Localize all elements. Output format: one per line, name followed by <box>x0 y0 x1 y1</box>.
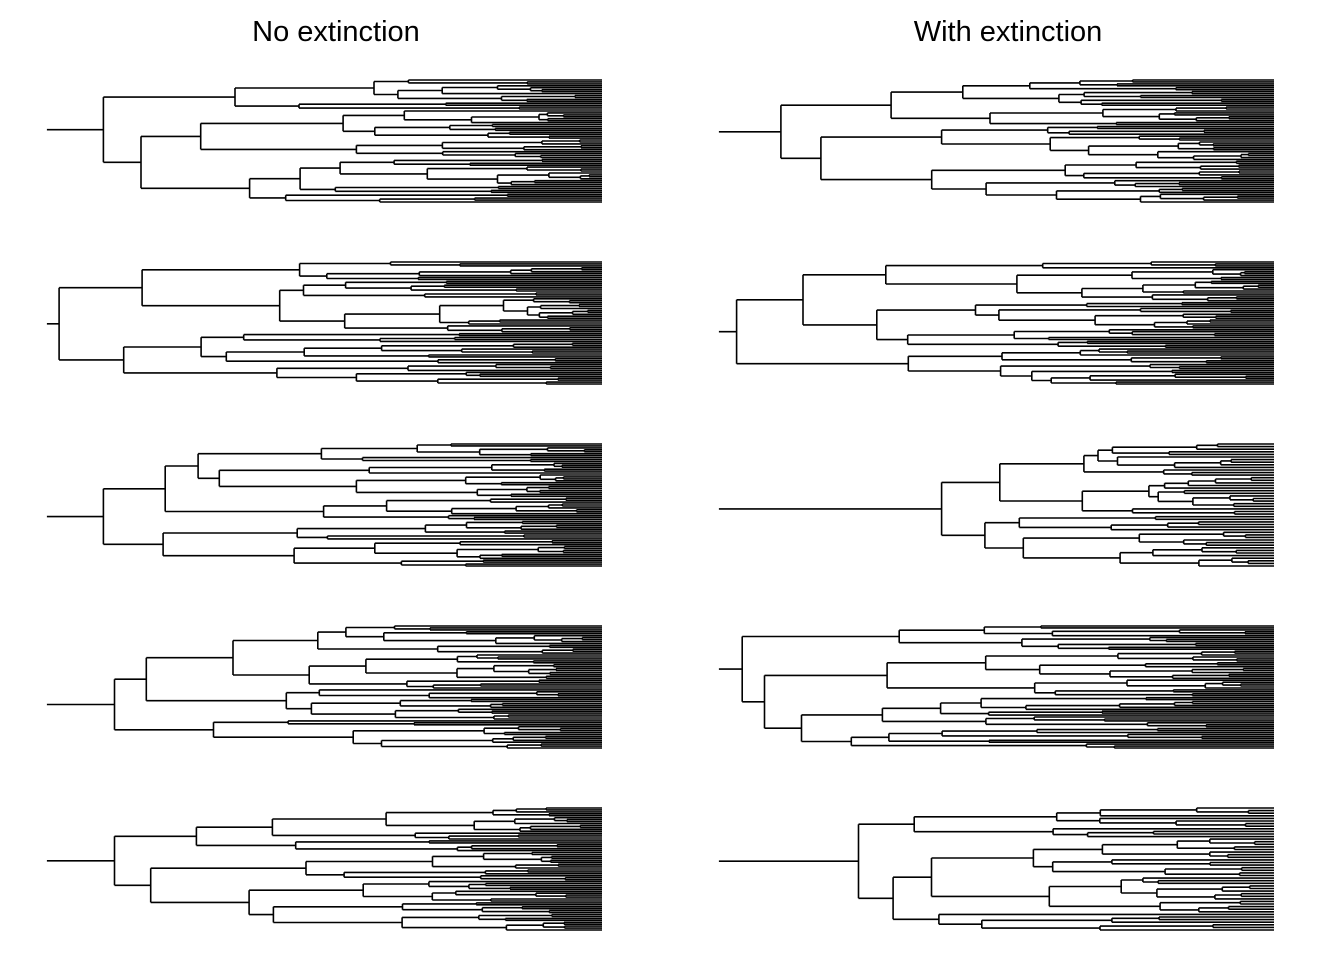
tree-no-extinction-row-5 <box>46 807 602 931</box>
tree-no-extinction-row-3-branches <box>46 443 602 567</box>
tree-no-extinction-row-5-branches <box>46 807 602 931</box>
tree-with-extinction-row-1-branches <box>718 79 1274 203</box>
tree-with-extinction-row-4 <box>718 625 1274 749</box>
column-title-with-extinction: With extinction <box>913 16 1103 48</box>
tree-with-extinction-row-2-branches <box>718 261 1274 385</box>
tree-no-extinction-row-1 <box>46 79 602 203</box>
column-title-no-extinction: No extinction <box>252 16 420 48</box>
tree-with-extinction-row-3 <box>718 443 1274 567</box>
tree-no-extinction-row-4-branches <box>46 625 602 749</box>
tree-with-extinction-row-3-branches <box>718 443 1274 567</box>
tree-no-extinction-row-1-branches <box>46 79 602 203</box>
tree-with-extinction-row-5 <box>718 807 1274 931</box>
tree-with-extinction-row-4-branches <box>718 625 1274 749</box>
tree-with-extinction-row-2 <box>718 261 1274 385</box>
tree-no-extinction-row-2-branches <box>46 261 602 385</box>
tree-no-extinction-row-2 <box>46 261 602 385</box>
tree-no-extinction-row-4 <box>46 625 602 749</box>
tree-no-extinction-row-3 <box>46 443 602 567</box>
tree-with-extinction-row-1 <box>718 79 1274 203</box>
tree-with-extinction-row-5-branches <box>718 807 1274 931</box>
